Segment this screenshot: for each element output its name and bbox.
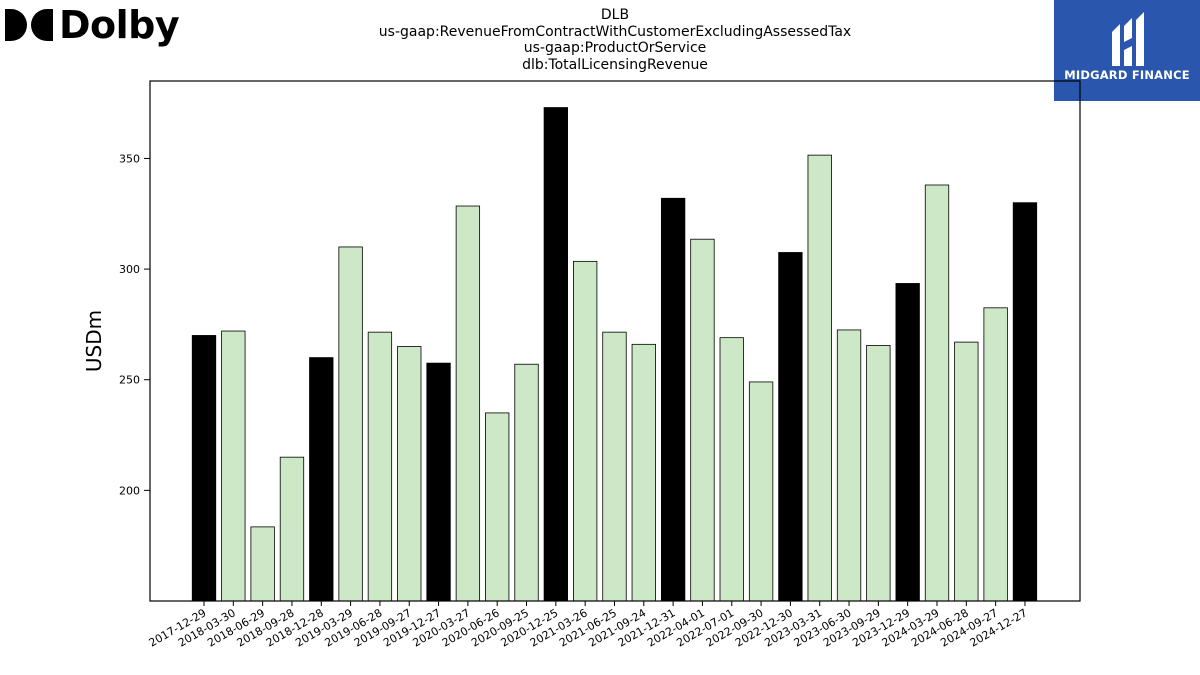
midgard-finance-text: MIDGARD FINANCE <box>1064 68 1190 82</box>
bar-2020-03-27 <box>455 205 481 602</box>
y-axis-label: USDm <box>82 310 106 372</box>
midgard-finance-logo: MIDGARD FINANCE <box>1054 0 1200 101</box>
chart-title-line: us-gaap:RevenueFromContractWithCustomerE… <box>378 23 852 40</box>
bar-2018-09-28 <box>279 456 305 602</box>
bar-2024-09-27 <box>983 307 1008 602</box>
bars <box>191 107 1038 602</box>
chart-title-line: us-gaap:ProductOrService <box>523 40 707 56</box>
bar-2018-06-29 <box>250 526 275 602</box>
chart-title-line: DLB <box>600 7 630 23</box>
bar-2019-12-27 <box>426 362 451 602</box>
bar-2023-06-30 <box>836 329 862 602</box>
y-tick-label: 350 <box>119 152 140 165</box>
plot-frame <box>149 80 1081 602</box>
bar-2018-12-28 <box>309 357 334 602</box>
bar-2017-12-29 <box>191 335 217 602</box>
bar-2021-03-26 <box>573 260 598 602</box>
bar-2023-03-31 <box>807 154 832 602</box>
bar-2024-06-28 <box>954 341 979 602</box>
dolby-logo: Dolby <box>5 3 180 47</box>
bar-2022-12-30 <box>778 252 803 602</box>
bar-2023-12-29 <box>895 283 920 602</box>
bar-2022-04-01 <box>690 238 715 602</box>
dolby-wordmark: Dolby <box>59 3 180 47</box>
y-axis: 200 250 300 350 <box>119 152 150 497</box>
bar-2022-07-01 <box>719 337 744 602</box>
bar-2020-06-26 <box>485 412 510 602</box>
bar-2021-06-25 <box>602 331 627 602</box>
bar-2018-03-30 <box>221 330 246 602</box>
bar-2019-09-27 <box>397 346 422 602</box>
bar-2020-09-25 <box>514 363 539 602</box>
bar-2021-09-24 <box>631 343 656 602</box>
chart-title-line: dlb:TotalLicensingRevenue <box>522 56 708 73</box>
y-tick-label: 250 <box>119 374 140 387</box>
bar-2024-03-29 <box>924 184 950 602</box>
y-tick-label: 200 <box>119 484 140 497</box>
bar-2022-09-30 <box>748 381 774 602</box>
bar-2020-12-25 <box>543 107 568 602</box>
bar-2021-12-31 <box>660 197 686 602</box>
x-axis: 2017-12-292018-03-302018-06-292018-09-28… <box>147 601 1029 650</box>
chart-title: DLB us-gaap:RevenueFromContractWithCusto… <box>330 7 900 73</box>
bar-2019-06-28 <box>367 331 393 602</box>
midgard-emblem-icon <box>1112 12 1144 66</box>
bar-2023-09-29 <box>866 345 891 602</box>
dolby-double-d-icon <box>5 9 53 41</box>
bar-2019-03-29 <box>338 246 363 602</box>
y-tick-label: 300 <box>119 263 140 276</box>
bar-2024-12-27 <box>1012 202 1038 602</box>
